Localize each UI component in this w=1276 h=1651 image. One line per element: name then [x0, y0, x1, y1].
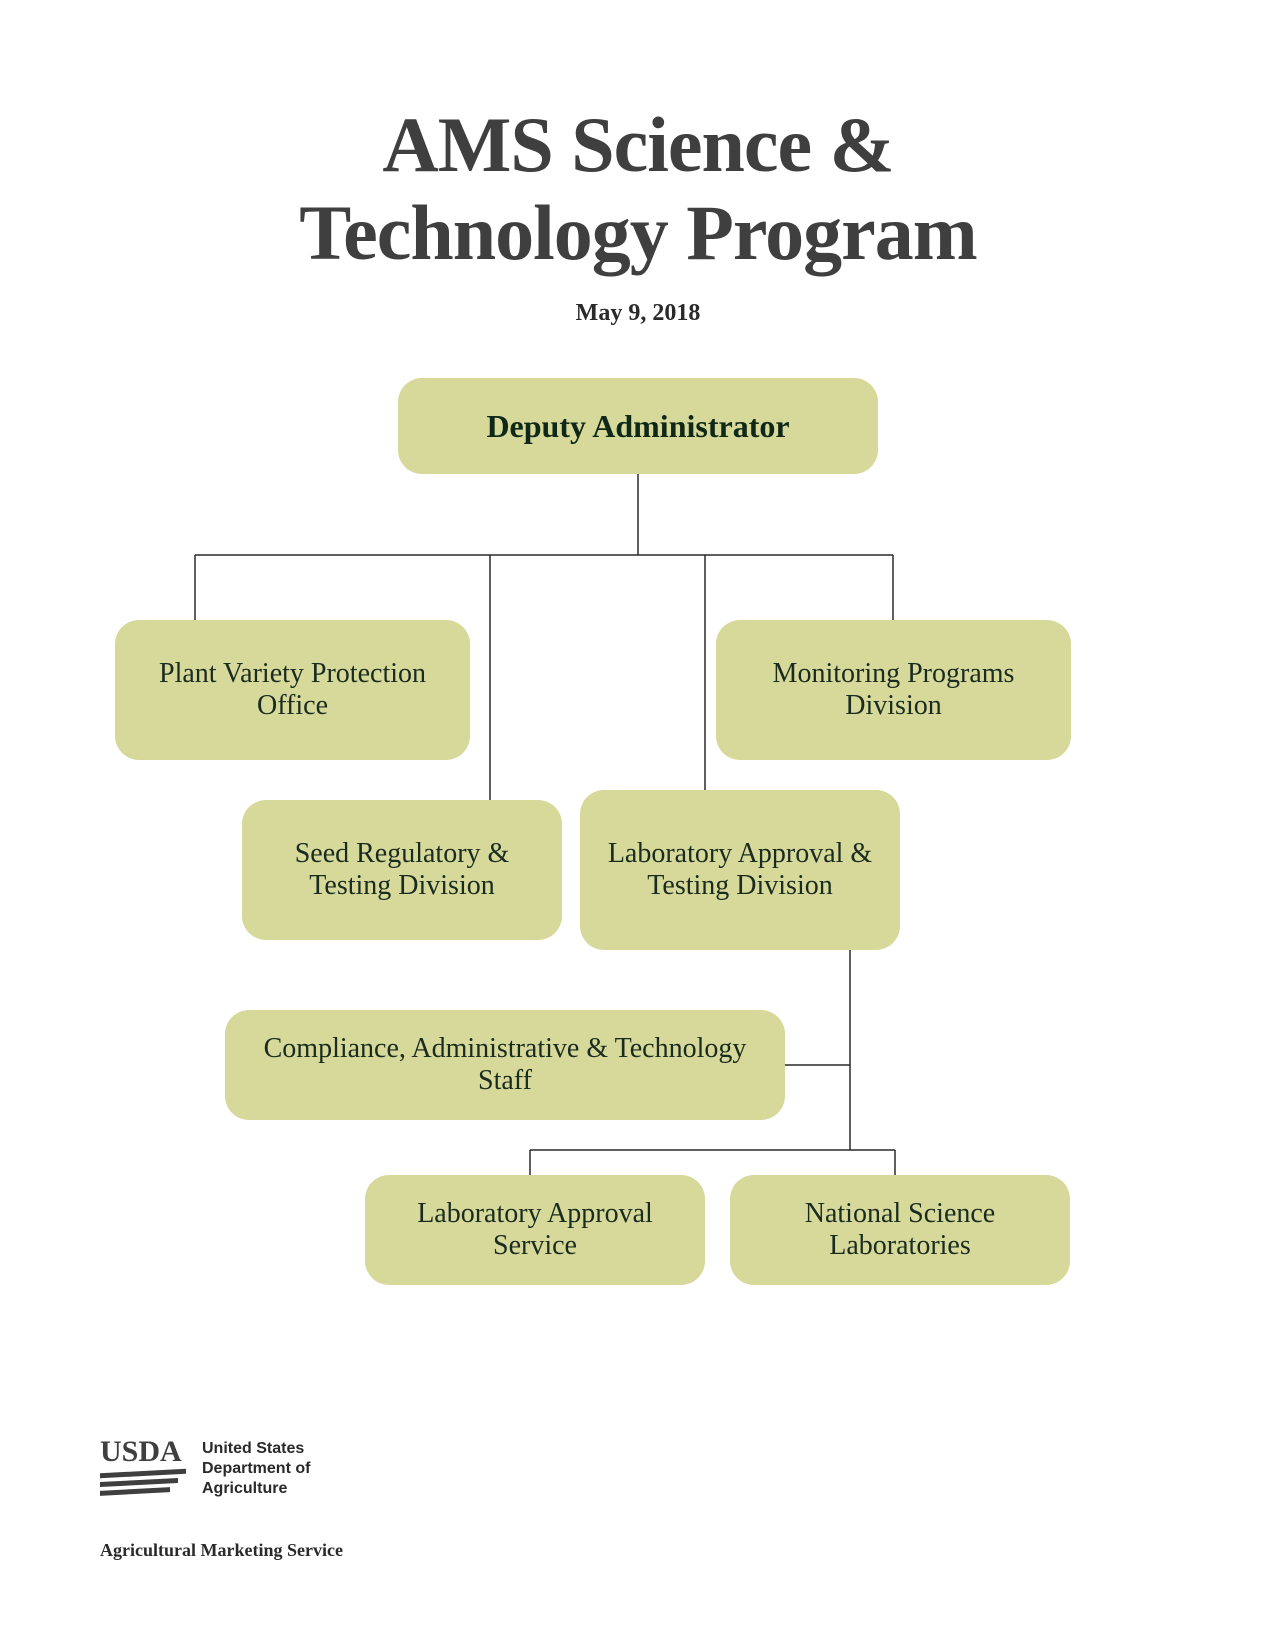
- dept-line3: Agriculture: [202, 1479, 310, 1499]
- node-monitoring-programs-division: Monitoring Programs Division: [716, 620, 1071, 760]
- usda-dept-text: United States Department of Agriculture: [202, 1439, 310, 1499]
- node-seed-regulatory-testing-division: Seed Regulatory & Testing Division: [242, 800, 562, 940]
- dept-line1: United States: [202, 1439, 310, 1459]
- page-date: May 9, 2018: [0, 300, 1276, 327]
- footer-usda-logo: USDA United States Department of Agricul…: [100, 1435, 310, 1499]
- page-title-line1: AMS Science &: [0, 100, 1276, 190]
- node-national-science-laboratories: National Science Laboratories: [730, 1175, 1070, 1285]
- usda-mark: USDA: [100, 1435, 186, 1494]
- usda-logo-text: USDA: [100, 1435, 186, 1469]
- node-label: Plant Variety Protection Office: [115, 658, 470, 722]
- node-label: Laboratory Approval Service: [365, 1198, 705, 1262]
- node-laboratory-approval-service: Laboratory Approval Service: [365, 1175, 705, 1285]
- node-label: Laboratory Approval & Testing Division: [580, 838, 900, 902]
- footer-service-name: Agricultural Marketing Service: [100, 1540, 343, 1561]
- node-label: National Science Laboratories: [730, 1198, 1070, 1262]
- node-label: Deputy Administrator: [462, 408, 813, 445]
- page-title-line2: Technology Program: [0, 188, 1276, 278]
- node-deputy-administrator: Deputy Administrator: [398, 378, 878, 474]
- node-compliance-admin-tech-staff: Compliance, Administrative & Technology …: [225, 1010, 785, 1120]
- node-label: Seed Regulatory & Testing Division: [242, 838, 562, 902]
- node-plant-variety-protection-office: Plant Variety Protection Office: [115, 620, 470, 760]
- node-label: Monitoring Programs Division: [716, 658, 1071, 722]
- usda-logo-lines-icon: [100, 1471, 186, 1494]
- node-label: Compliance, Administrative & Technology …: [225, 1033, 785, 1097]
- node-laboratory-approval-testing-division: Laboratory Approval & Testing Division: [580, 790, 900, 950]
- dept-line2: Department of: [202, 1459, 310, 1479]
